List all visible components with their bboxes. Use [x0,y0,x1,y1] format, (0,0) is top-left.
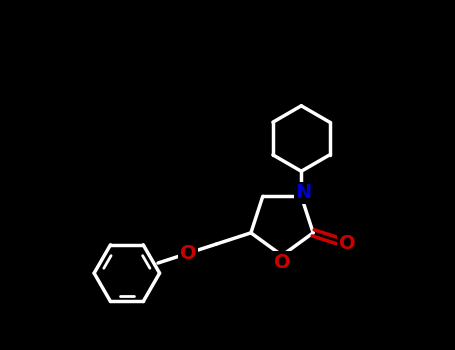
Text: N: N [295,183,312,202]
Text: O: O [180,244,197,263]
Text: O: O [274,253,290,272]
Text: O: O [339,234,355,253]
